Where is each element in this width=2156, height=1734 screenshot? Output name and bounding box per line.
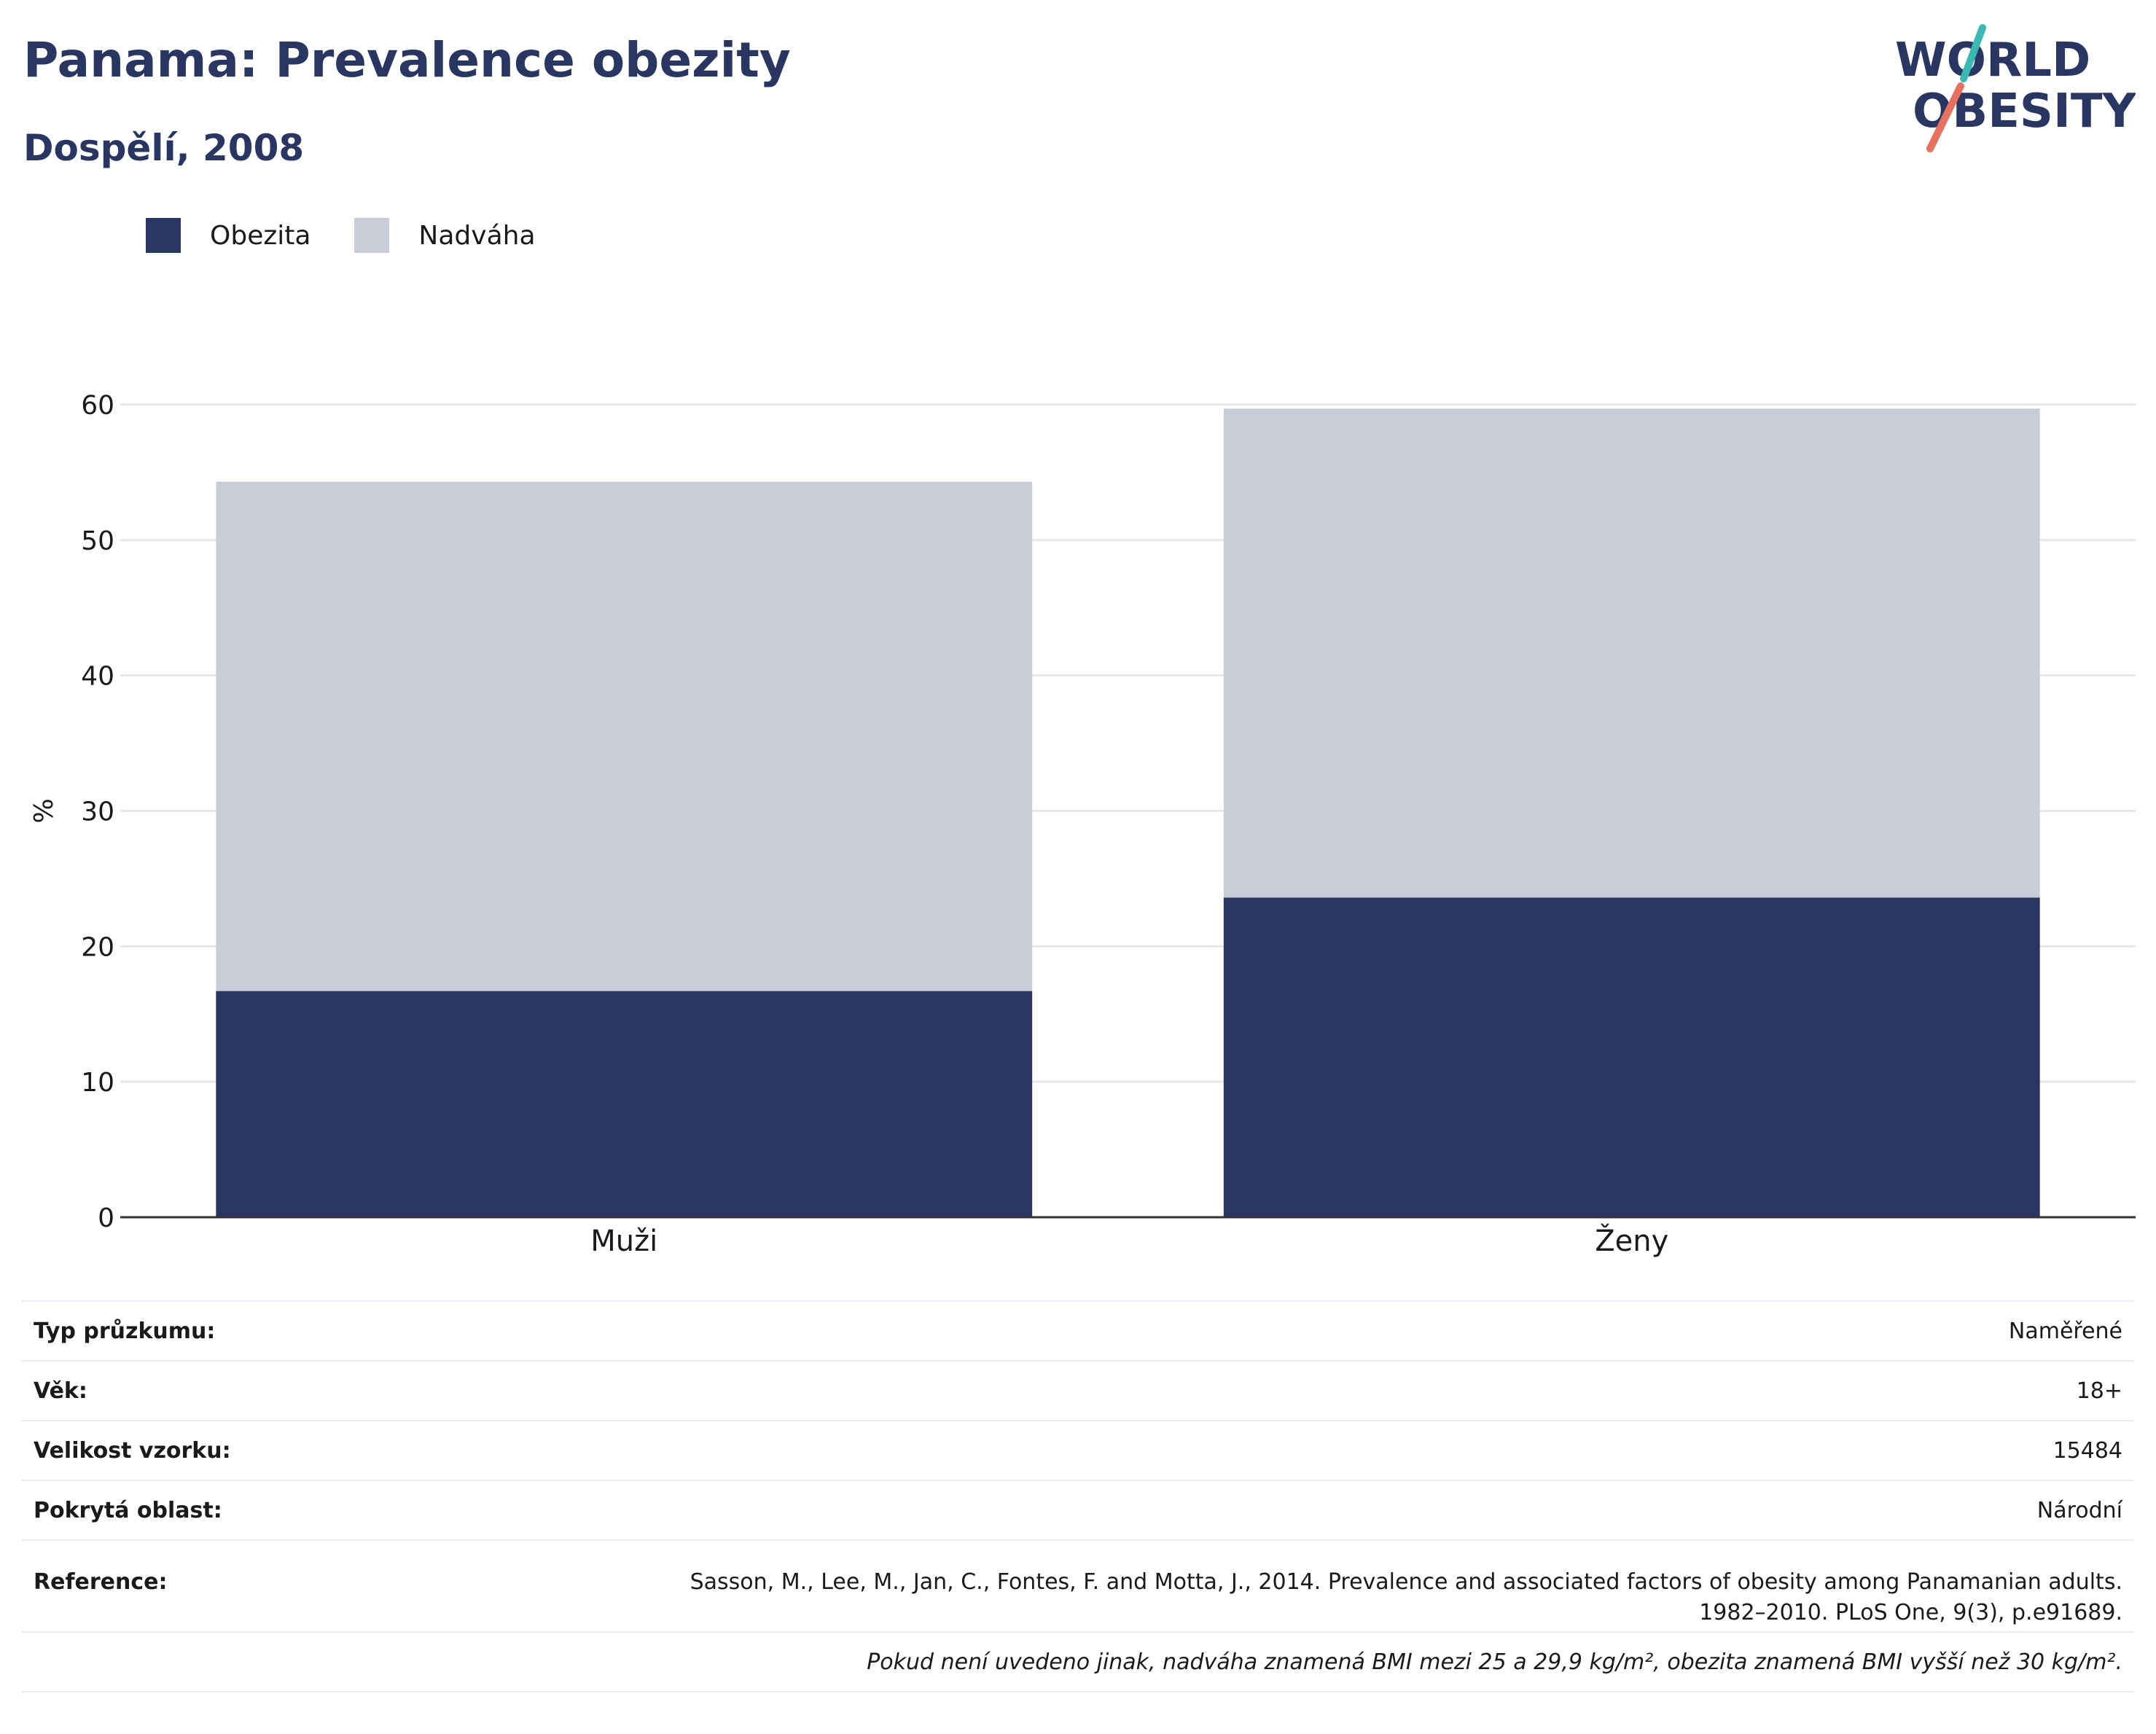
bar-nadvaha-0[interactable]: [216, 481, 1033, 991]
chart-title: Panama: Prevalence obezity: [23, 32, 791, 88]
info-row-survey-type: Typ průzkumu: Naměřené: [22, 1301, 2134, 1361]
legend-label-obezita: Obezita: [210, 220, 311, 251]
logo-accent-coral: [1926, 82, 1964, 152]
x-category-label: Muži: [590, 1225, 657, 1258]
y-tick-label: 60: [81, 391, 114, 421]
info-value: 18+: [2076, 1378, 2122, 1404]
info-key: Věk:: [34, 1378, 87, 1404]
y-axis-label: %: [29, 798, 59, 823]
reference-line-1: Sasson, M., Lee, M., Jan, C., Fontes, F.…: [690, 1569, 2122, 1595]
info-row-sample-size: Velikost vzorku: 15484: [22, 1421, 2134, 1480]
info-key: Reference:: [34, 1569, 168, 1595]
x-category-label: Ženy: [1595, 1223, 1668, 1258]
definition-note: Pokud není uvedeno jinak, nadváha znamen…: [867, 1649, 2122, 1675]
y-tick-label: 0: [98, 1203, 114, 1233]
bar-obezita-0[interactable]: [216, 991, 1033, 1217]
axes: 0 10 20 30 40 50 60% Muži Ženy: [29, 391, 2136, 1258]
chart-legend: Obezita Nadváha: [146, 217, 579, 254]
bar-obezita-1[interactable]: [1223, 897, 2040, 1217]
y-tick-label: 40: [81, 662, 114, 692]
info-row-coverage: Pokrytá oblast: Národní: [22, 1480, 2134, 1540]
logo-text-world: WORLD: [1895, 34, 2090, 87]
info-row-age: Věk: 18+: [22, 1361, 2134, 1421]
reference-line-2: 1982–2010. PLoS One, 9(3), p.e91689.: [1699, 1600, 2122, 1625]
definition-note-row: Pokud není uvedeno jinak, nadváha znamen…: [22, 1632, 2134, 1692]
survey-info-table: Typ průzkumu: Naměřené Věk: 18+ Velikost…: [22, 1300, 2134, 1692]
info-key: Pokrytá oblast:: [34, 1497, 222, 1523]
bar-nadvaha-1[interactable]: [1223, 408, 2040, 898]
legend-item-obezita[interactable]: Obezita: [146, 218, 310, 253]
info-value: Národní: [2036, 1497, 2122, 1523]
info-key: Typ průzkumu:: [34, 1318, 216, 1344]
info-value: Naměřené: [2008, 1318, 2122, 1344]
logo-accent-teal: [1960, 24, 1986, 82]
y-tick-label: 50: [81, 526, 114, 556]
info-row-reference: Reference: Sasson, M., Lee, M., Jan, C.,…: [22, 1540, 2134, 1632]
legend-label-nadvaha: Nadváha: [418, 220, 536, 251]
world-obesity-logo: WORLD OBESITY: [1895, 24, 2136, 152]
info-value: 15484: [2053, 1437, 2122, 1464]
chart-subtitle: Dospělí, 2008: [23, 127, 305, 169]
legend-swatch-nadvaha: [354, 218, 390, 253]
y-tick-label: 20: [81, 932, 114, 962]
y-tick-label: 10: [81, 1068, 114, 1098]
bars: [216, 408, 2040, 1217]
legend-item-nadvaha[interactable]: Nadváha: [354, 218, 536, 253]
bar-chart: 0 10 20 30 40 50 60% Muži Ženy: [29, 391, 2136, 1258]
reference-text: Sasson, M., Lee, M., Jan, C., Fontes, F.…: [300, 1540, 2134, 1632]
legend-swatch-obezita: [146, 218, 181, 253]
info-key: Velikost vzorku:: [34, 1437, 231, 1464]
y-tick-label: 30: [81, 797, 114, 827]
